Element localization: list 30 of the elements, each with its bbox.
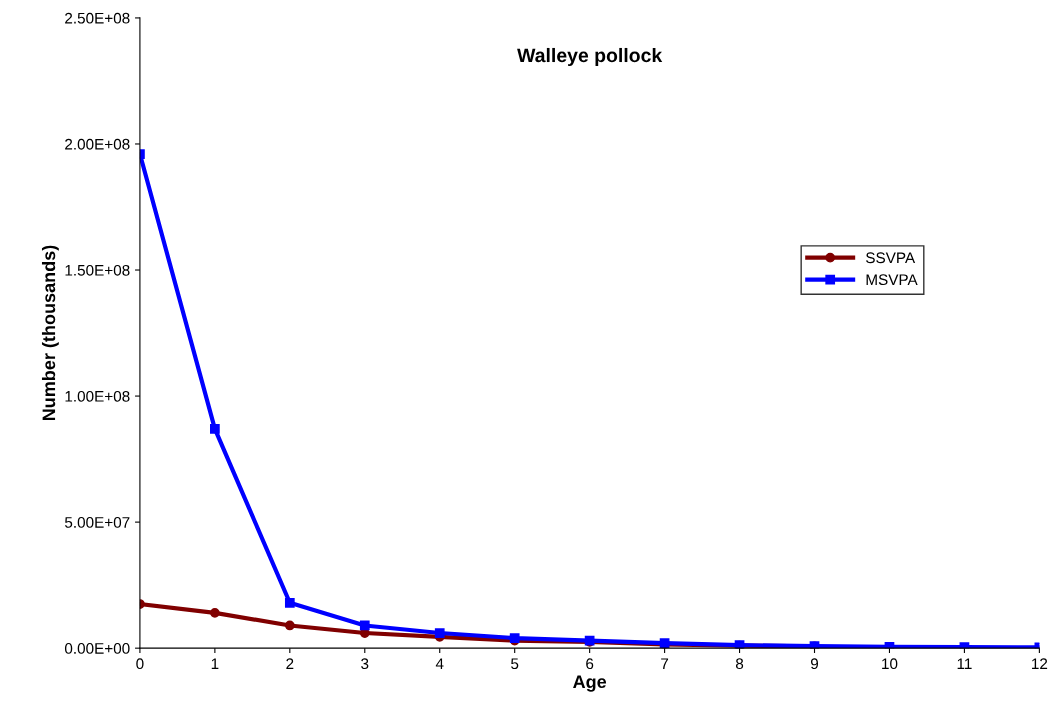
point <box>210 423 220 434</box>
y-axis-title: Number (thousands) <box>41 245 59 421</box>
x-tick-label: 2 <box>286 658 294 669</box>
x-tick-label: 9 <box>810 658 819 670</box>
x-tick-label: 0 <box>136 658 144 670</box>
x-tick-label: 6 <box>586 658 594 670</box>
x-tick-label: 5 <box>511 658 519 670</box>
x-tick-label: 1 <box>211 658 219 669</box>
x-tick-label: 10 <box>882 658 898 670</box>
legend-label: MSVPA <box>866 274 918 286</box>
point <box>210 608 220 618</box>
y-tick-label: 0.00E+00 <box>64 643 130 654</box>
point <box>284 597 295 608</box>
text: Walleye pollock <box>517 47 663 67</box>
x-tick-label: 4 <box>435 658 444 669</box>
y-tick-label: 1.00E+08 <box>65 390 130 402</box>
y-tick-label: 2.00E+08 <box>65 138 130 150</box>
x-axis-title: Age <box>573 675 607 692</box>
point <box>434 628 445 638</box>
y-tick-label: 5.00E+07 <box>64 516 130 528</box>
x-tick-label: 3 <box>361 658 369 670</box>
point <box>359 620 370 631</box>
legend-label: SSVPA <box>866 252 916 264</box>
x-tick-label: 8 <box>735 658 744 670</box>
x-tick-label: 12 <box>1032 658 1048 669</box>
x-tick-label: 11 <box>957 658 972 669</box>
point <box>284 620 295 631</box>
y-tick-label: 1.50E+08 <box>65 264 130 276</box>
y-tick-label: 2.50E+08 <box>65 12 130 24</box>
x-tick-label: 7 <box>661 658 669 669</box>
